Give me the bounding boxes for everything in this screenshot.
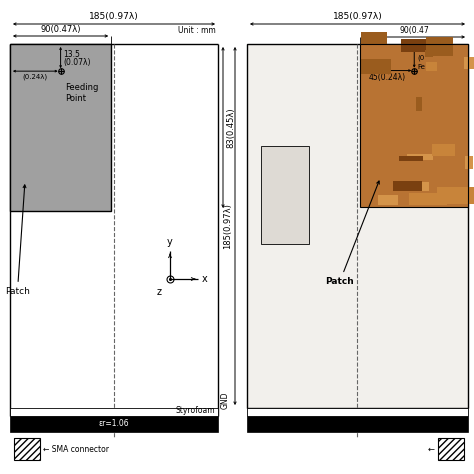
Text: 185(0.97λ): 185(0.97λ)	[89, 12, 139, 21]
Bar	[261, 146, 309, 244]
Bar	[364, 60, 384, 70]
Bar	[425, 50, 433, 57]
Bar	[401, 39, 431, 52]
Bar	[247, 408, 468, 416]
Text: 13.5: 13.5	[64, 50, 81, 59]
Text: Patch: Patch	[326, 181, 379, 286]
Bar	[416, 97, 422, 110]
Text: ← SMA connector: ← SMA connector	[43, 445, 109, 454]
Text: z: z	[157, 287, 162, 297]
Bar	[432, 144, 455, 156]
Text: (0.07λ): (0.07λ)	[64, 58, 91, 67]
Text: Fe: Fe	[417, 64, 425, 70]
Bar	[10, 408, 218, 416]
Text: Styrofoam: Styrofoam	[175, 406, 215, 415]
Text: (0: (0	[417, 54, 425, 61]
Text: 10(0.05λ): 10(0.05λ)	[251, 411, 288, 420]
Bar	[426, 37, 454, 56]
Bar	[361, 44, 468, 207]
Text: 45(0.24λ): 45(0.24λ)	[369, 73, 406, 82]
Text: y: y	[167, 237, 173, 247]
Bar	[409, 182, 429, 191]
Text: 185(0.97λ): 185(0.97λ)	[223, 203, 232, 249]
Bar	[438, 438, 464, 460]
Text: ←: ←	[428, 445, 435, 454]
Bar	[437, 187, 474, 204]
Bar	[378, 195, 398, 205]
Bar	[10, 416, 218, 432]
Text: εr=1.06: εr=1.06	[99, 419, 129, 428]
Bar	[247, 416, 468, 432]
Bar	[426, 62, 437, 71]
Bar	[10, 44, 111, 211]
Text: Feeding
Point: Feeding Point	[65, 83, 99, 102]
Bar	[361, 59, 391, 74]
Bar	[361, 44, 468, 207]
Bar	[247, 44, 468, 408]
Bar	[464, 57, 474, 69]
Text: Patch: Patch	[5, 185, 30, 296]
Text: Unit : mm: Unit : mm	[178, 26, 216, 35]
Bar	[407, 155, 433, 160]
Text: 90(0.47λ): 90(0.47λ)	[40, 25, 81, 34]
Bar	[393, 181, 422, 191]
Bar	[361, 32, 387, 46]
Text: 90(0.47: 90(0.47	[400, 26, 429, 35]
Text: (0.24λ): (0.24λ)	[23, 73, 48, 80]
Text: x: x	[202, 274, 208, 284]
Bar	[14, 438, 40, 460]
Text: GND: GND	[221, 391, 230, 409]
Bar	[399, 156, 423, 162]
Bar	[465, 156, 474, 169]
Text: 185(0.97λ): 185(0.97λ)	[333, 12, 383, 21]
Text: 83(0.45λ): 83(0.45λ)	[226, 107, 235, 148]
Bar	[409, 192, 447, 205]
